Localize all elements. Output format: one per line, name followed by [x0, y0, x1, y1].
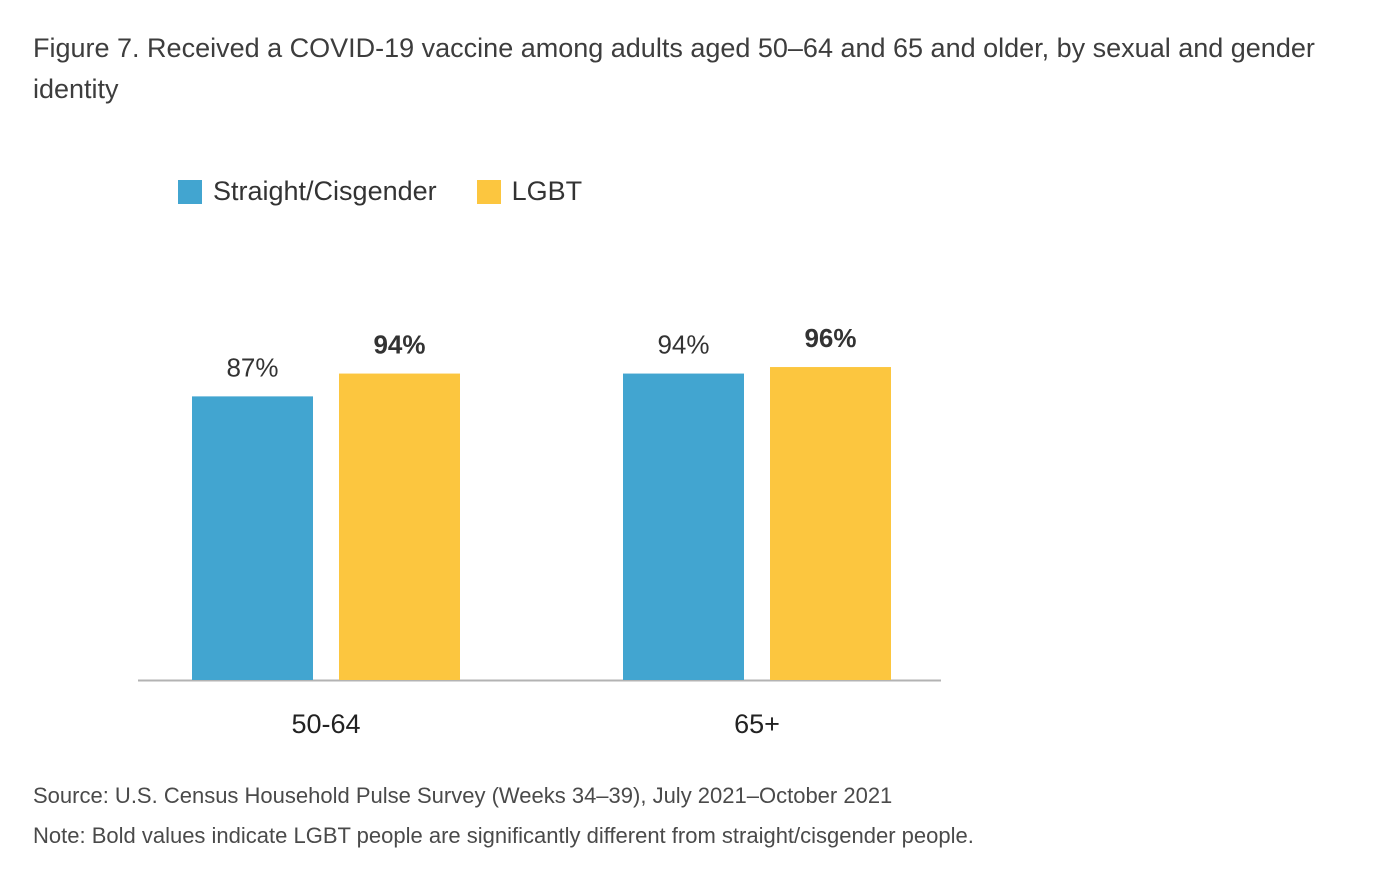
legend-swatch-lgbt: [476, 179, 501, 204]
source-note: Source: U.S. Census Household Pulse Surv…: [33, 783, 893, 808]
significance-note: Note: Bold values indicate LGBT people a…: [33, 823, 974, 848]
data-label-straight-cisgender-50-64: 87%: [226, 352, 278, 382]
x-tick-label-50-64: 50-64: [291, 709, 360, 739]
bar-lgbt-65plus: [770, 367, 891, 680]
bar-straight-cisgender-50-64: [192, 396, 313, 680]
bar-straight-cisgender-65plus: [623, 373, 744, 680]
legend-label-lgbt: LGBT: [511, 176, 583, 206]
data-label-straight-cisgender-65plus: 94%: [657, 330, 709, 360]
bar-lgbt-50-64: [339, 373, 460, 680]
legend-swatch-straight-cisgender: [178, 179, 202, 204]
x-tick-label-65plus: 65+: [734, 709, 780, 739]
data-label-lgbt-65plus: 96%: [804, 323, 856, 353]
chart-title: Figure 7. Received a COVID-19 vaccine am…: [33, 33, 1315, 104]
chart-legend: Straight/Cisgender LGBT: [178, 176, 622, 207]
legend-item-straight-cisgender: Straight/Cisgender: [178, 176, 437, 207]
data-label-lgbt-50-64: 94%: [373, 330, 425, 360]
legend-item-lgbt: LGBT: [476, 176, 583, 207]
legend-label-straight-cisgender: Straight/Cisgender: [213, 176, 437, 206]
